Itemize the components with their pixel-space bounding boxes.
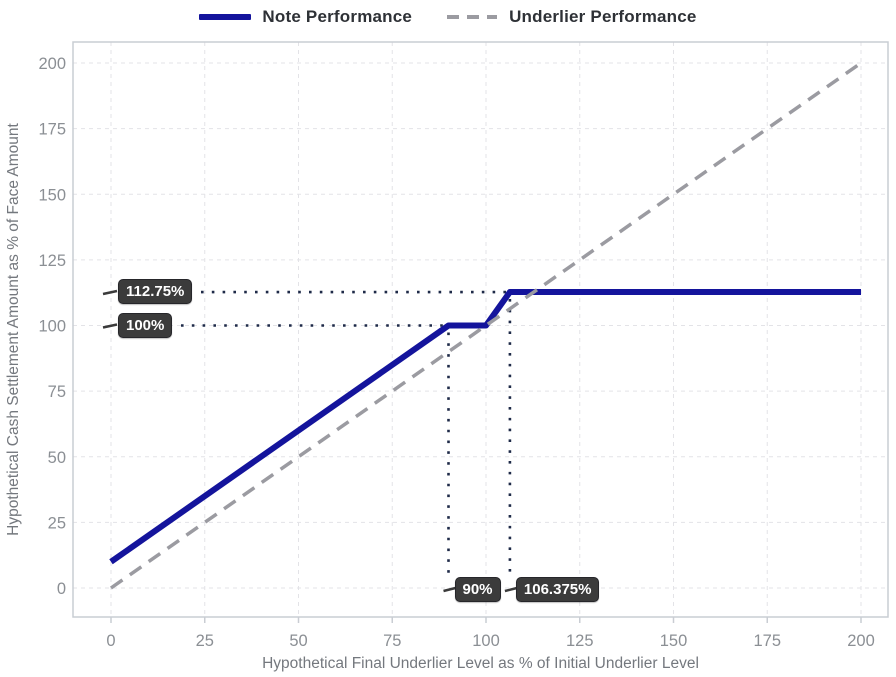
x-tick-label-0: 0 bbox=[106, 632, 115, 650]
y-tick-label-150: 150 bbox=[38, 186, 66, 204]
y-marker-leader-112.75% bbox=[102, 289, 118, 296]
underlier-performance-line-swatch bbox=[447, 15, 498, 19]
legend-item-note-performance: Note Performance bbox=[199, 7, 412, 27]
x-tick-label-50: 50 bbox=[289, 632, 307, 650]
x-marker-leader-90% bbox=[443, 586, 456, 593]
x-tick-label-25: 25 bbox=[196, 632, 214, 650]
y-tick-label-25: 25 bbox=[48, 514, 66, 532]
legend-item-underlier-performance: Underlier Performance bbox=[446, 7, 697, 27]
y-tick-label-100: 100 bbox=[38, 318, 66, 336]
legend-label-note-performance: Note Performance bbox=[262, 7, 413, 26]
x-tick-label-175: 175 bbox=[753, 632, 781, 650]
note-performance-line-swatch bbox=[199, 14, 252, 20]
axis-ticks-and-labels: 0 25 50 75 100 125 150 175 200 0 25 50 75 100 125 150 17… bbox=[38, 55, 874, 650]
marker-dotted-lines bbox=[102, 289, 518, 593]
plot-border bbox=[72, 41, 889, 618]
legend-label-underlier-performance: Underlier Performance bbox=[509, 7, 697, 26]
x-tick-label-150: 150 bbox=[660, 632, 688, 650]
x-tick-label-200: 200 bbox=[847, 632, 875, 650]
y-tick-label-200: 200 bbox=[38, 55, 66, 73]
y-axis-title: Hypothetical Cash Settlement Amount as %… bbox=[5, 122, 22, 535]
x-tick-label-100: 100 bbox=[472, 632, 500, 650]
y-tick-label-175: 175 bbox=[38, 121, 66, 139]
chart-legend: Note Performance Underlier Performance bbox=[0, 7, 896, 27]
series-line-underlier-performance bbox=[109, 61, 863, 590]
x-tick-label-75: 75 bbox=[383, 632, 401, 650]
data-series bbox=[109, 61, 863, 590]
y-tick-label-125: 125 bbox=[38, 252, 66, 270]
y-tick-label-50: 50 bbox=[48, 449, 66, 467]
x-axis-title: Hypothetical Final Underlier Level as % … bbox=[262, 655, 699, 672]
x-tick-label-125: 125 bbox=[566, 632, 594, 650]
x-marker-leader-106.375% bbox=[504, 586, 518, 593]
y-tick-label-0: 0 bbox=[57, 580, 66, 598]
series-line-note-performance bbox=[109, 289, 861, 565]
y-tick-label-75: 75 bbox=[48, 383, 66, 401]
y-marker-leader-100% bbox=[102, 323, 118, 329]
